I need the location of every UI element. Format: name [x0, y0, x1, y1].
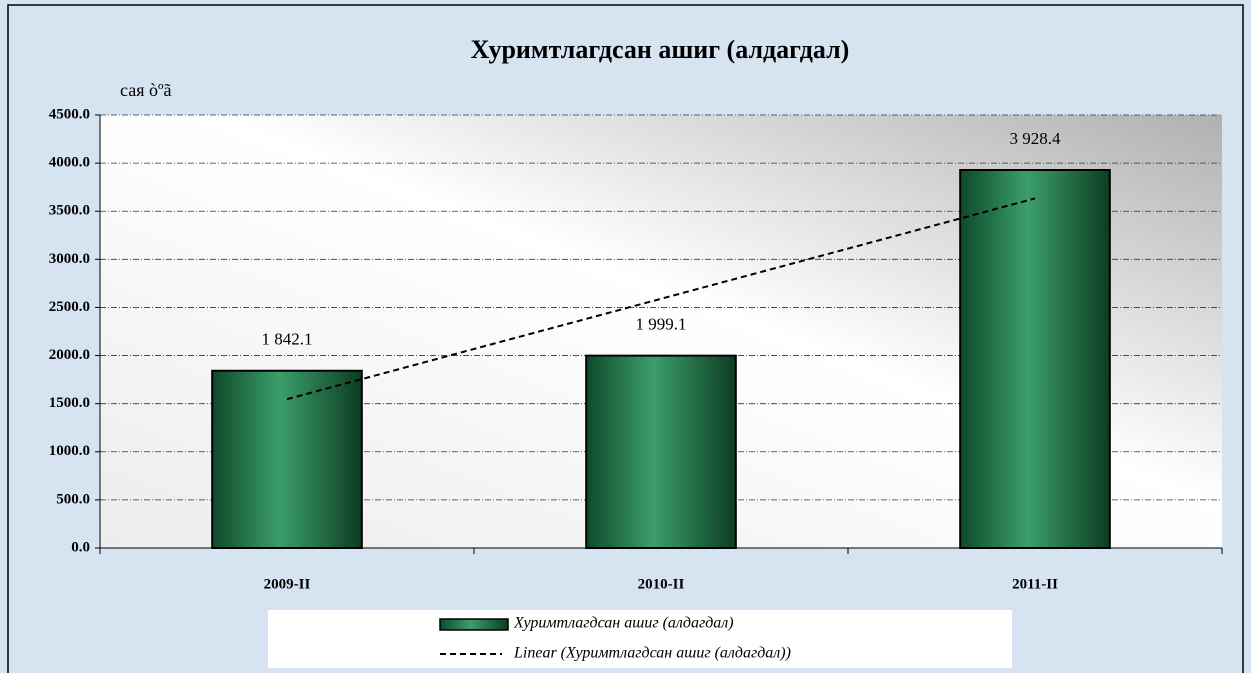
y-tick-label: 2000.0 [49, 347, 90, 363]
x-tick-label: 2010-II [638, 576, 685, 592]
data-label: 1 842.1 [262, 330, 313, 349]
bar [211, 369, 363, 550]
y-axis-label: сая òºã [120, 80, 172, 100]
y-tick-label: 1000.0 [49, 443, 90, 459]
data-label: 3 928.4 [1010, 129, 1062, 148]
y-tick-label: 3500.0 [49, 203, 90, 219]
trendline [286, 197, 1036, 401]
legend-label: Хуримтлагдсан ашиг (алдагдал) [513, 615, 734, 632]
y-tick-label: 0.0 [71, 539, 90, 555]
y-tick-label: 3000.0 [49, 251, 90, 267]
bar [959, 169, 1111, 550]
data-label: 1 999.1 [636, 315, 687, 334]
y-tick-label: 4000.0 [49, 155, 90, 171]
x-tick-label: 2011-II [1012, 576, 1058, 592]
frame [7, 4, 1244, 678]
chart-title: Хуримтлагдсан ашиг (алдагдал) [471, 35, 850, 64]
legend-swatch [439, 618, 509, 631]
y-tick-label: 4500.0 [49, 106, 90, 122]
y-tick-label: 1500.0 [49, 395, 90, 411]
legend [268, 610, 1012, 668]
legend-label: Linear (Хуримтлагдсан ашиг (алдагдал)) [513, 645, 791, 662]
x-tick-label: 2009-II [264, 576, 311, 592]
y-tick-label: 500.0 [56, 491, 90, 507]
y-tick-label: 2500.0 [49, 299, 90, 315]
bar [585, 354, 737, 549]
